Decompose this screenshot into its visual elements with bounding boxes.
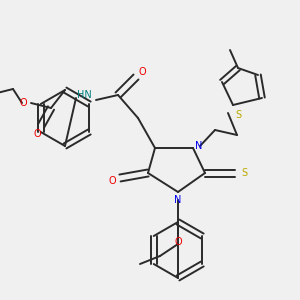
Text: HN: HN bbox=[76, 90, 92, 100]
Text: O: O bbox=[33, 129, 41, 139]
Text: N: N bbox=[174, 195, 182, 205]
Text: S: S bbox=[235, 110, 241, 120]
Text: N: N bbox=[195, 141, 203, 151]
Text: O: O bbox=[138, 67, 146, 77]
Text: S: S bbox=[241, 168, 247, 178]
Text: O: O bbox=[174, 237, 182, 247]
Text: O: O bbox=[108, 176, 116, 186]
Text: O: O bbox=[19, 98, 27, 108]
